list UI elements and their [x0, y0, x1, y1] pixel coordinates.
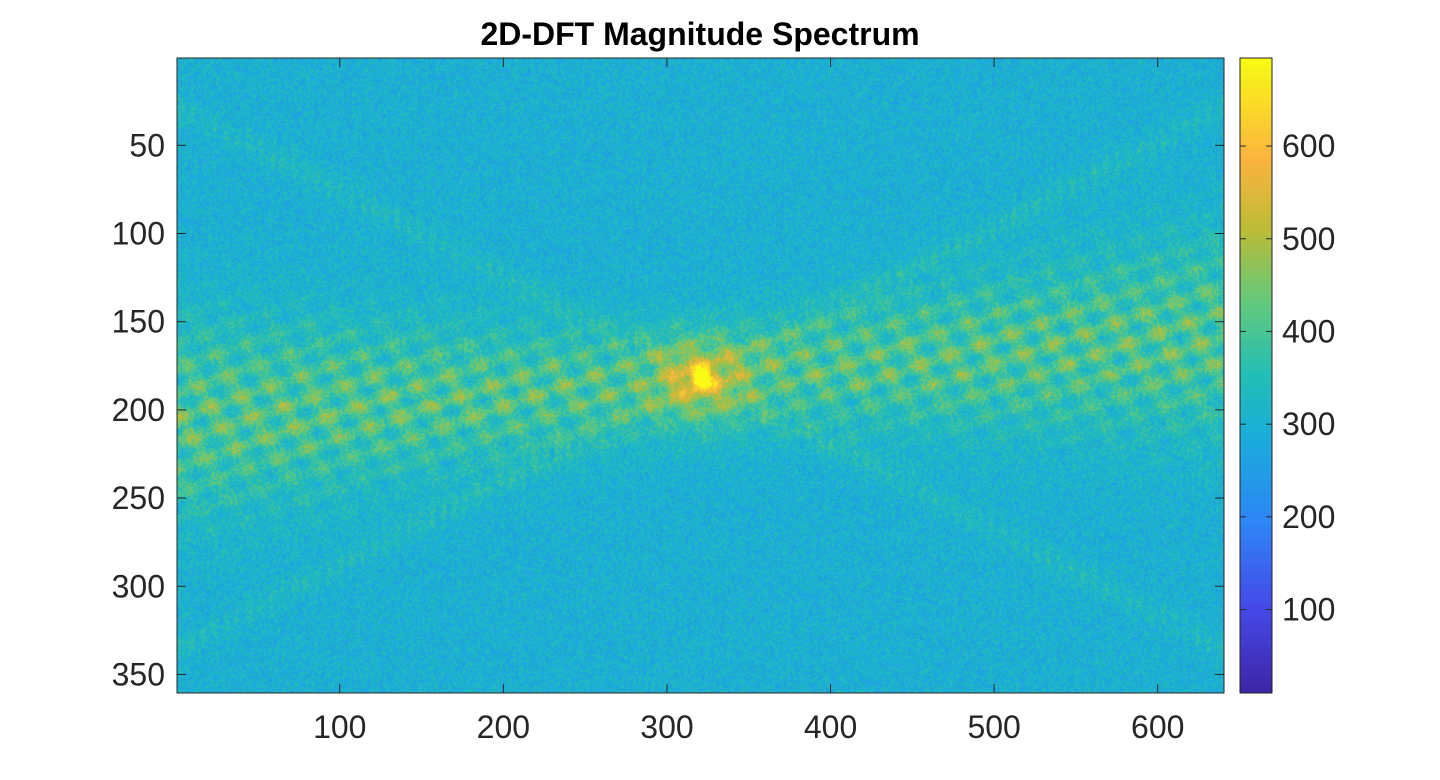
- colorbar-frame: [1239, 57, 1273, 694]
- colorbar-tick-label: 400: [1282, 313, 1335, 349]
- x-axis: 100 200 300 400 500 600: [313, 58, 1184, 745]
- colorbar-tick-label: 100: [1282, 592, 1335, 628]
- colorbar-tick-label: 500: [1282, 221, 1335, 257]
- x-tick-label: 400: [804, 709, 857, 745]
- colorbar-tick-label: 200: [1282, 499, 1335, 535]
- plot-area: [176, 57, 1225, 694]
- chart-title: 2D-DFT Magnitude Spectrum: [480, 16, 919, 52]
- colorbar-ticks: 100 200 300 400 500 600: [1240, 128, 1335, 628]
- heatmap-image: [177, 58, 1224, 693]
- y-tick-label: 50: [129, 127, 165, 163]
- y-tick-label: 250: [112, 480, 165, 516]
- x-tick-label: 600: [1131, 709, 1184, 745]
- colorbar: 100 200 300 400 500 600: [1239, 57, 1335, 694]
- plot-frame: [176, 57, 1225, 694]
- x-tick-label: 200: [477, 709, 530, 745]
- y-tick-label: 350: [112, 656, 165, 692]
- x-tick-label: 500: [967, 709, 1020, 745]
- y-axis: 50 100 150 200 250 300 350: [112, 127, 1224, 692]
- colorbar-gradient: [1240, 58, 1272, 693]
- y-tick-label: 300: [112, 568, 165, 604]
- y-tick-label: 150: [112, 304, 165, 340]
- colorbar-tick-label: 300: [1282, 406, 1335, 442]
- x-tick-label: 100: [313, 709, 366, 745]
- y-tick-label: 100: [112, 216, 165, 252]
- x-tick-label: 300: [640, 709, 693, 745]
- colorbar-tick-label: 600: [1282, 128, 1335, 164]
- y-tick-label: 200: [112, 392, 165, 428]
